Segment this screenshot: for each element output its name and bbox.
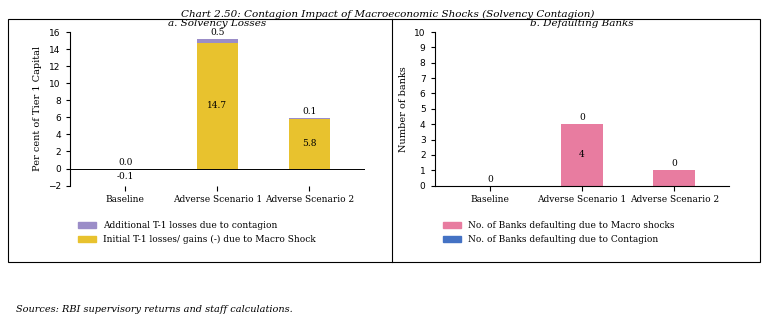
Text: 5.8: 5.8 (302, 139, 317, 148)
Text: 0: 0 (671, 159, 677, 168)
Bar (289, 119, 330, 169)
Text: 0.5: 0.5 (210, 28, 224, 37)
Y-axis label: Number of banks: Number of banks (400, 66, 408, 152)
Bar (561, 124, 603, 186)
Legend: Additional T-1 losses due to contagion, Initial T-1 losses/ gains (-) due to Mac: Additional T-1 losses due to contagion, … (74, 218, 320, 248)
Text: 4: 4 (579, 150, 585, 159)
Bar (196, 43, 238, 169)
Text: 0: 0 (487, 175, 493, 184)
Bar (653, 170, 695, 186)
Text: Sources: RBI supervisory returns and staff calculations.: Sources: RBI supervisory returns and sta… (16, 305, 293, 314)
Legend: No. of Banks defaulting due to Macro shocks, No. of Banks defaulting due to Cont: No. of Banks defaulting due to Macro sho… (439, 218, 678, 247)
Bar (289, 118, 330, 119)
Text: 0: 0 (579, 113, 585, 122)
Bar (196, 39, 238, 43)
Text: 14.7: 14.7 (207, 101, 227, 110)
Text: -0.1: -0.1 (116, 172, 133, 180)
Y-axis label: Per cent of Tier 1 Capital: Per cent of Tier 1 Capital (33, 46, 42, 171)
Text: 0.0: 0.0 (118, 158, 133, 167)
Title: a. Solvency Losses: a. Solvency Losses (168, 20, 266, 28)
Text: 0.1: 0.1 (302, 107, 317, 116)
Text: Chart 2.50: Contagion Impact of Macroeconomic Shocks (Solvency Contagion): Chart 2.50: Contagion Impact of Macroeco… (182, 10, 594, 19)
Title: b. Defaulting Banks: b. Defaulting Banks (530, 20, 634, 28)
